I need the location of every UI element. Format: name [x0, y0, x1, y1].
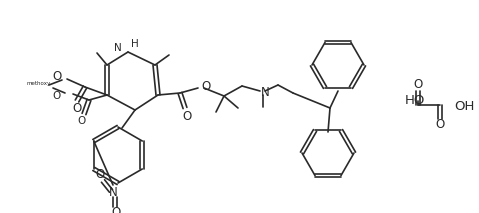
Text: O: O	[112, 206, 121, 213]
Text: H: H	[131, 39, 139, 49]
Text: N: N	[261, 86, 269, 99]
Text: O: O	[435, 118, 445, 131]
Text: O: O	[413, 79, 422, 92]
Text: O: O	[78, 116, 86, 126]
Text: O: O	[182, 109, 192, 122]
Text: methoxy: methoxy	[27, 82, 51, 86]
Text: O: O	[95, 168, 104, 181]
Text: O: O	[53, 91, 61, 101]
Text: O: O	[201, 79, 211, 92]
Text: N: N	[114, 43, 122, 53]
Text: O: O	[52, 71, 62, 83]
Text: HO: HO	[405, 94, 425, 106]
Text: O: O	[72, 102, 81, 115]
Text: N: N	[109, 187, 117, 200]
Text: OH: OH	[454, 99, 474, 112]
